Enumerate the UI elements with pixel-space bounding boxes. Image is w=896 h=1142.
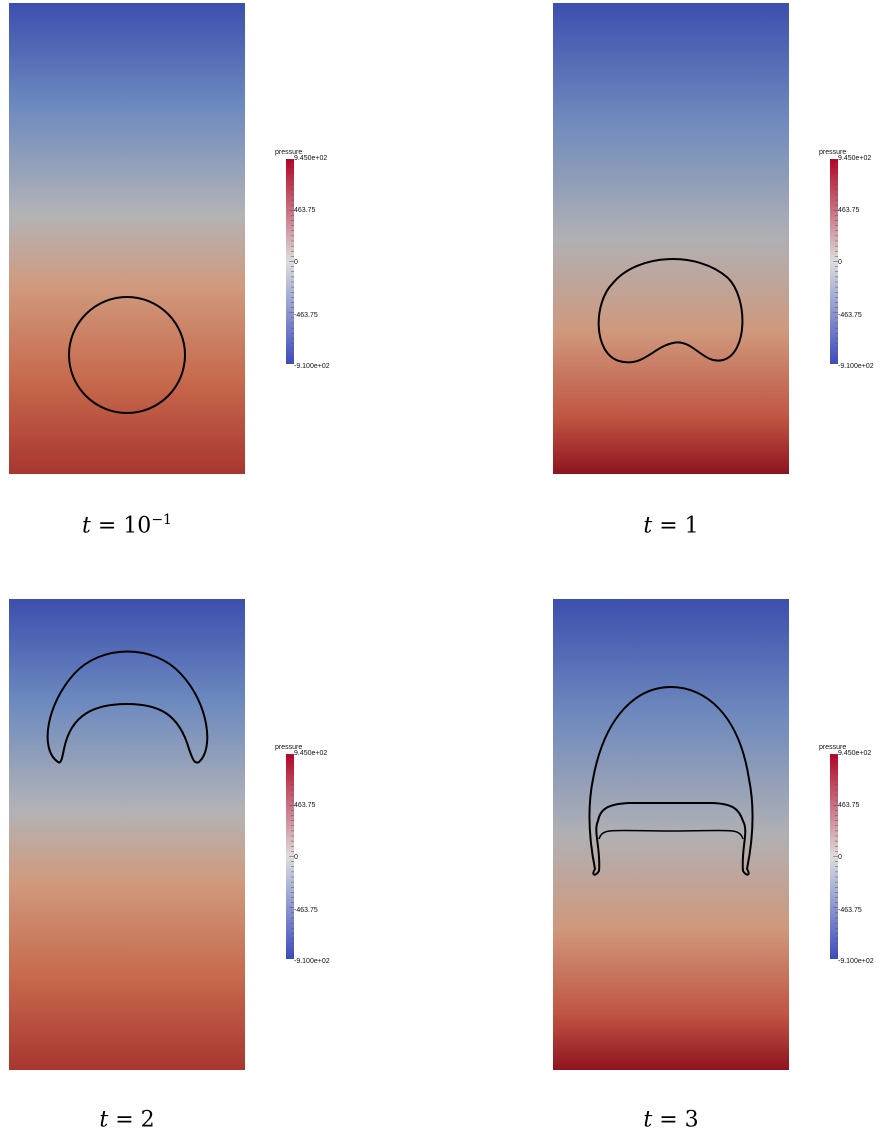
pressure-colorbar: pressure 9.450e+02 463.75 0 -463.75 -9.1… [819, 744, 896, 974]
colorbar-title: pressure [819, 149, 847, 156]
colorbar-mid-label: 0 [838, 854, 842, 861]
colorbar-title: pressure [275, 149, 303, 156]
bubble-interface [68, 296, 186, 414]
panel-caption: t = 1 [643, 513, 699, 539]
colorbar-min-label: -9.100e+02 [294, 363, 330, 370]
panel-caption: t = 3 [643, 1107, 699, 1133]
panel-caption: t = 2 [99, 1107, 155, 1133]
colorbar-min-label: -9.100e+02 [838, 958, 874, 965]
colorbar-lower-label: -463.75 [838, 907, 862, 914]
colorbar-gradient [286, 754, 294, 959]
colorbar-max-label: 9.450e+02 [294, 750, 328, 757]
colorbar-min-label: -9.100e+02 [838, 363, 874, 370]
colorbar-upper-label: 463.75 [838, 802, 860, 809]
colorbar-lower-label: -463.75 [294, 312, 318, 319]
pressure-field [9, 3, 245, 474]
pressure-field [553, 3, 789, 474]
colorbar-lower-label: -463.75 [838, 312, 862, 319]
colorbar-upper-label: 463.75 [294, 802, 316, 809]
colorbar-mid-label: 0 [838, 259, 842, 266]
colorbar-gradient [286, 159, 294, 364]
bubble-interface [597, 258, 744, 364]
colorbar-lower-label: -463.75 [294, 907, 318, 914]
pressure-colorbar: pressure 9.450e+02 463.75 0 -463.75 -9.1… [819, 149, 896, 379]
colorbar-min-label: -9.100e+02 [294, 958, 330, 965]
colorbar-upper-label: 463.75 [294, 207, 316, 214]
colorbar-max-label: 9.450e+02 [294, 155, 328, 162]
panel-caption: t = 10−1 [82, 512, 172, 539]
colorbar-gradient [830, 754, 838, 959]
pressure-colorbar: pressure 9.450e+02 463.75 0 -463.75 -9.1… [275, 149, 365, 379]
colorbar-mid-label: 0 [294, 854, 298, 861]
colorbar-title: pressure [275, 744, 303, 751]
bubble-interface [588, 685, 754, 876]
colorbar-max-label: 9.450e+02 [838, 750, 872, 757]
colorbar-max-label: 9.450e+02 [838, 155, 872, 162]
colorbar-title: pressure [819, 744, 847, 751]
pressure-field [9, 599, 245, 1070]
colorbar-gradient [830, 159, 838, 364]
colorbar-mid-label: 0 [294, 259, 298, 266]
bubble-interface [46, 650, 209, 764]
colorbar-upper-label: 463.75 [838, 207, 860, 214]
pressure-colorbar: pressure 9.450e+02 463.75 0 -463.75 -9.1… [275, 744, 365, 974]
pressure-field [553, 599, 789, 1070]
